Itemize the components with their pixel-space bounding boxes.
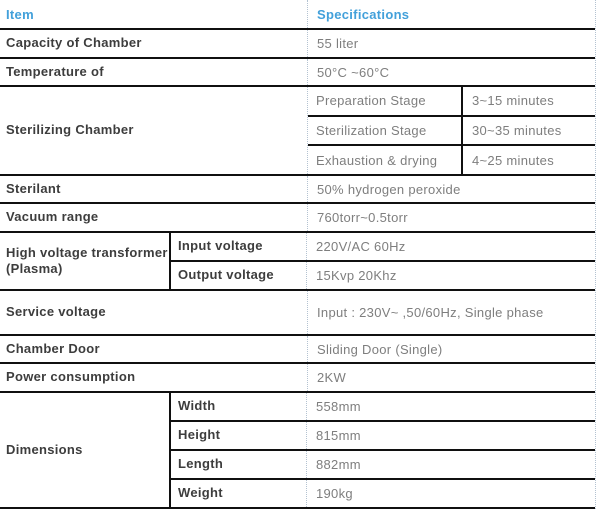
hv-sub-value: 220V/AC 60Hz — [316, 239, 406, 254]
row-temperature-label: Temperature of — [0, 59, 308, 85]
row-sterilizing-chamber: Sterilizing Chamber Preparation Stage 3~… — [0, 87, 595, 176]
header-specifications: Specifications — [317, 6, 410, 22]
row-sterilant-value: 50% hydrogen peroxide — [317, 181, 461, 197]
row-capacity-value: 55 liter — [317, 36, 359, 51]
dim-name: Width — [171, 393, 307, 420]
hv-sub-rows: Input voltage 220V/AC 60Hz Output voltag… — [171, 233, 595, 289]
stage-value: 30~35 minutes — [472, 123, 562, 138]
stage-value: 4~25 minutes — [472, 152, 555, 168]
row-sterilant-label: Sterilant — [0, 176, 308, 202]
row-vacuum-label: Vacuum range — [0, 204, 308, 231]
row-door-label: Chamber Door — [0, 336, 308, 362]
row-chamber-door: Chamber Door Sliding Door (Single) — [0, 336, 595, 364]
stage-name: Exhaustion & drying — [308, 146, 463, 175]
row-capacity: Capacity of Chamber 55 liter — [0, 30, 595, 59]
row-service-voltage: Service voltage Input : 230V~ ,50/60Hz, … — [0, 291, 595, 336]
row-dimensions-label: Dimensions — [0, 393, 171, 507]
dim-value: 190kg — [316, 486, 353, 501]
row-capacity-label: Capacity of Chamber — [0, 30, 308, 57]
sterilizing-stages: Preparation Stage 3~15 minutes Steriliza… — [308, 87, 595, 175]
row-dimensions: Dimensions Width 558mm Height 815mm Leng… — [0, 393, 595, 509]
stage-row-sterilization: Sterilization Stage 30~35 minutes — [308, 116, 595, 147]
row-sterilant: Sterilant 50% hydrogen peroxide — [0, 176, 595, 204]
hv-row-input: Input voltage 220V/AC 60Hz — [171, 233, 595, 262]
dim-value: 558mm — [316, 399, 361, 414]
dim-name: Weight — [171, 480, 307, 507]
stage-name: Preparation Stage — [308, 87, 463, 115]
row-hv-transformer: High voltage transformer (Plasma) Input … — [0, 233, 595, 291]
row-power-consumption: Power consumption 2KW — [0, 364, 595, 393]
hv-row-output: Output voltage 15Kvp 20Khz — [171, 262, 595, 289]
row-service-value: Input : 230V~ ,50/60Hz, Single phase — [317, 305, 544, 320]
dim-row-weight: Weight 190kg — [171, 480, 595, 507]
hv-sub-value: 15Kvp 20Khz — [316, 268, 397, 283]
dim-value: 882mm — [316, 457, 361, 472]
dim-row-width: Width 558mm — [171, 393, 595, 422]
row-door-value: Sliding Door (Single) — [317, 341, 443, 357]
dim-name: Height — [171, 422, 307, 449]
row-temperature: Temperature of 50°C ~60°C — [0, 59, 595, 87]
row-service-label: Service voltage — [0, 291, 308, 334]
row-sterilizing-label: Sterilizing Chamber — [0, 87, 308, 174]
row-power-value: 2KW — [317, 370, 347, 385]
dim-row-length: Length 882mm — [171, 451, 595, 480]
hv-sub-name: Output voltage — [171, 262, 307, 289]
header-item: Item — [0, 0, 308, 28]
stage-value: 3~15 minutes — [472, 93, 555, 109]
dim-row-height: Height 815mm — [171, 422, 595, 451]
table-header-row: Item Specifications — [0, 0, 595, 30]
row-temperature-value: 50°C ~60°C — [317, 64, 390, 80]
dim-value: 815mm — [316, 428, 361, 443]
dim-name: Length — [171, 451, 307, 478]
row-power-label: Power consumption — [0, 364, 308, 391]
hv-sub-name: Input voltage — [171, 233, 307, 260]
row-vacuum-value: 760torr~0.5torr — [317, 210, 408, 225]
row-hv-label: High voltage transformer (Plasma) — [0, 233, 171, 289]
stage-row-exhaustion: Exhaustion & drying 4~25 minutes — [308, 146, 595, 175]
stage-row-preparation: Preparation Stage 3~15 minutes — [308, 87, 595, 117]
dimensions-sub-rows: Width 558mm Height 815mm Length 882mm We… — [171, 393, 595, 507]
row-vacuum-range: Vacuum range 760torr~0.5torr — [0, 204, 595, 233]
stage-name: Sterilization Stage — [308, 116, 463, 145]
